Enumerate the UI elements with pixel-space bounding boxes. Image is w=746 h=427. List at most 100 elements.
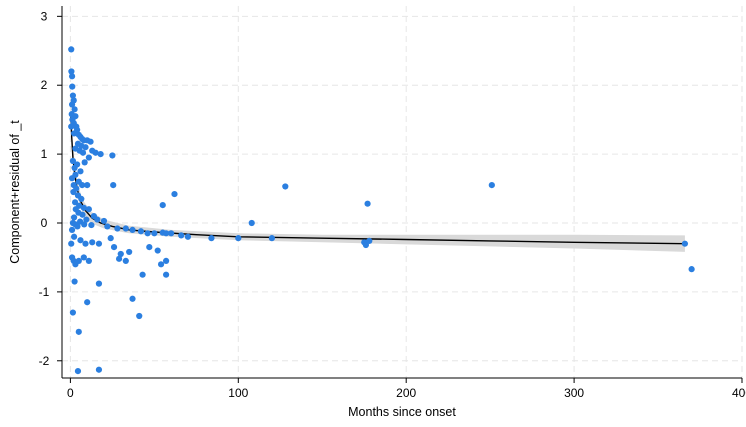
data-point — [136, 312, 143, 320]
axes — [61, 6, 742, 379]
data-point — [81, 159, 88, 166]
data-point — [70, 130, 78, 137]
data-point — [115, 255, 123, 262]
data-point — [85, 154, 92, 161]
data-point — [137, 228, 145, 235]
data-point — [77, 168, 84, 175]
data-point — [282, 183, 289, 190]
data-point — [80, 204, 87, 211]
data-point — [68, 46, 75, 53]
data-point — [104, 223, 111, 230]
data-point — [74, 223, 81, 230]
data-point — [82, 240, 89, 247]
data-point — [144, 230, 151, 237]
data-point — [100, 217, 108, 225]
y-tick-label: 1 — [41, 147, 48, 161]
data-point — [94, 216, 101, 223]
data-point — [68, 101, 76, 108]
data-point — [68, 240, 75, 247]
data-point — [95, 366, 103, 373]
data-point — [79, 149, 87, 156]
data-point — [70, 233, 78, 240]
data-point — [488, 182, 495, 189]
data-point — [362, 241, 370, 249]
y-tick-label: 3 — [41, 9, 48, 23]
data-point — [84, 299, 91, 306]
data-point — [114, 225, 121, 232]
data-point — [171, 190, 178, 198]
data-point — [68, 226, 76, 233]
data-point — [129, 295, 136, 302]
data-point — [139, 271, 146, 278]
data-point — [85, 206, 92, 213]
data-point — [78, 195, 85, 202]
data-points — [68, 46, 695, 375]
data-point — [154, 247, 161, 254]
data-point — [92, 149, 99, 156]
data-point — [162, 271, 170, 278]
data-point — [69, 83, 76, 90]
data-point — [681, 240, 689, 247]
data-point — [126, 248, 133, 256]
y-tick-label: 0 — [41, 216, 48, 230]
data-point — [366, 237, 373, 245]
data-point — [80, 254, 87, 261]
x-axis-title: Months since onset — [348, 405, 456, 419]
confidence-band — [70, 102, 685, 252]
data-point — [129, 226, 136, 233]
data-point — [74, 368, 82, 375]
y-tick-label: -1 — [39, 285, 50, 299]
data-point — [79, 211, 86, 218]
data-point — [68, 175, 76, 182]
data-point — [110, 244, 118, 251]
data-point — [69, 92, 77, 99]
data-point — [109, 152, 116, 159]
x-tick-label: 0 — [67, 386, 74, 400]
data-point — [83, 216, 90, 223]
data-point — [184, 233, 192, 240]
y-tick-label: 2 — [41, 78, 48, 92]
x-tick-label: 100 — [228, 386, 248, 400]
data-point — [122, 257, 129, 264]
data-point — [97, 151, 104, 158]
y-tick-label: -2 — [39, 354, 50, 368]
data-point — [70, 188, 77, 196]
data-point — [95, 240, 103, 247]
data-point — [68, 123, 75, 130]
data-point — [95, 280, 103, 287]
x-tick-label: 400 — [732, 386, 746, 400]
data-point — [71, 106, 78, 113]
data-point — [248, 219, 255, 227]
fitted-line — [70, 116, 685, 245]
y-axis-title: Component+residual of _t — [8, 120, 22, 264]
data-point — [157, 261, 165, 268]
confidence-band-area — [70, 102, 685, 252]
data-point — [71, 278, 78, 285]
data-point — [122, 225, 129, 232]
data-point — [82, 144, 89, 151]
data-point — [110, 182, 117, 189]
data-point — [69, 309, 77, 316]
data-point — [75, 257, 82, 264]
data-point — [77, 237, 84, 244]
data-point — [69, 157, 77, 165]
tick-labels: -2 -1 0 1 2 3 0 100 200 300 400 — [39, 9, 746, 400]
data-point — [117, 250, 124, 258]
data-point — [68, 68, 75, 75]
data-point — [89, 239, 96, 246]
x-tick-label: 300 — [564, 386, 584, 400]
data-point — [107, 235, 114, 242]
data-point — [75, 328, 82, 335]
data-point — [84, 182, 91, 189]
data-point — [235, 235, 242, 242]
data-point — [162, 230, 170, 237]
data-point — [146, 244, 153, 251]
data-point — [162, 257, 170, 264]
data-point — [81, 221, 88, 228]
data-point — [159, 201, 166, 209]
data-point — [71, 199, 79, 206]
fitted-line-path — [70, 116, 685, 245]
data-point — [88, 221, 95, 229]
data-point — [71, 164, 78, 171]
